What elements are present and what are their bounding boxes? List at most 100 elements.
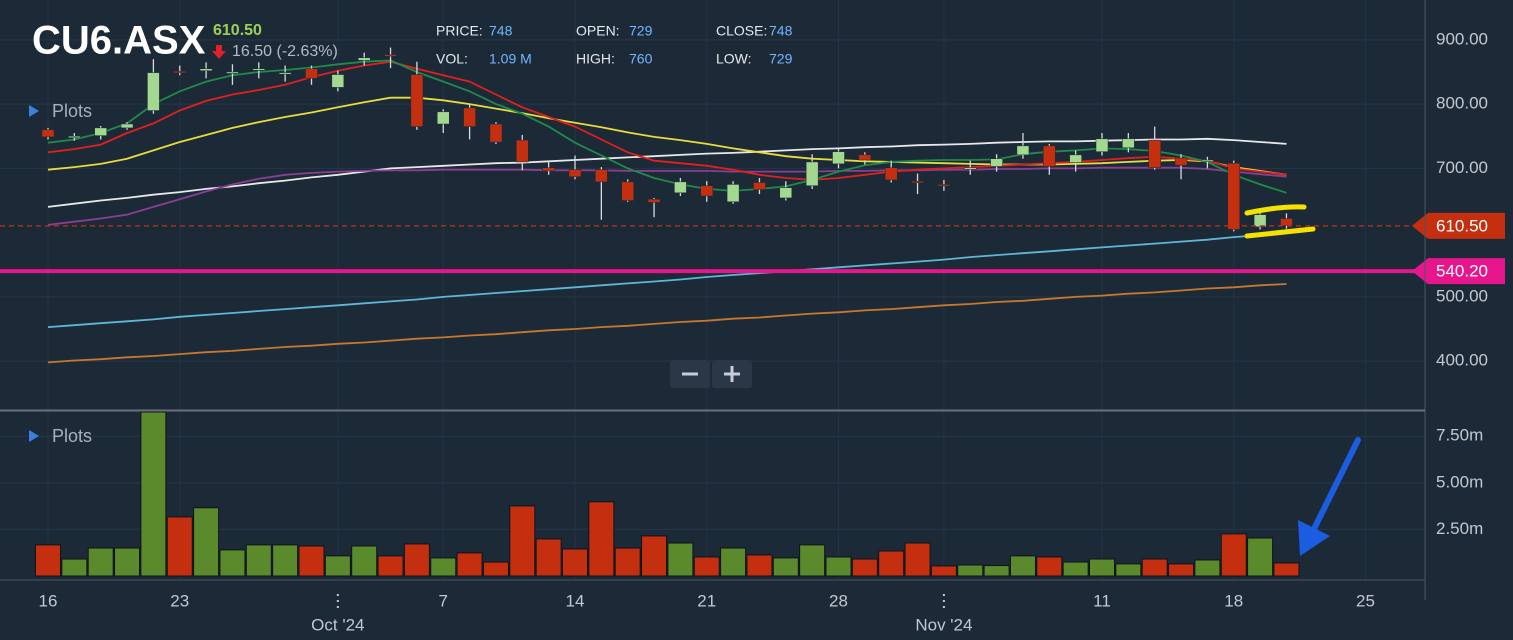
annotation-arrowhead (1298, 520, 1330, 556)
moving-average-line (47, 137, 1287, 208)
y-tick-label: 400.00 (1436, 351, 1488, 370)
x-tick-label: 14 (566, 591, 585, 610)
volume-bar (799, 544, 826, 577)
candle-body (252, 68, 266, 71)
candle-body (173, 71, 186, 74)
volume-bar (825, 556, 852, 577)
x-tick-label: 16 (39, 591, 58, 610)
candle-body (1174, 157, 1188, 166)
volume-bar (772, 557, 799, 577)
volume-bar (1009, 555, 1036, 577)
volume-bar (641, 535, 668, 577)
volume-bar (377, 555, 404, 577)
volume-bar (667, 542, 694, 577)
candle-body (278, 72, 292, 75)
volume-bar (1141, 558, 1168, 577)
x-tick-label: 25 (1356, 591, 1375, 610)
volume-bar (403, 543, 430, 577)
moving-average-line (47, 96, 1287, 176)
zoom-controls (670, 360, 752, 388)
x-tick-label: Oct '24 (311, 615, 364, 634)
volume-bar (1036, 556, 1063, 577)
candle-body (1227, 162, 1240, 230)
y-tick-label: 2.50m (1436, 519, 1483, 538)
y-tick-label: 800.00 (1436, 94, 1488, 113)
price-tag-label: 610.50 (1436, 216, 1488, 235)
plots-toggle[interactable]: Plots (29, 426, 92, 446)
volume-bar (114, 547, 141, 577)
volume-bar (1220, 533, 1247, 577)
candle-body (595, 169, 608, 183)
candle-body (410, 74, 424, 127)
volume-bar (219, 549, 246, 577)
stat-value: 748 (769, 23, 793, 39)
x-tick-label: Nov '24 (915, 615, 972, 634)
candle-body (489, 123, 503, 143)
volume-bar (298, 545, 325, 577)
candle-body (805, 161, 819, 186)
volume-bar (1168, 563, 1195, 577)
volume-bar (957, 564, 984, 577)
y-tick-label: 700.00 (1436, 158, 1488, 177)
candle-body (884, 167, 898, 181)
candle-body (94, 127, 107, 136)
candle-body (516, 139, 529, 163)
toggle-icon (29, 430, 39, 442)
volume-bar (482, 561, 509, 577)
moving-average-line (47, 232, 1287, 328)
volume-bar (588, 501, 615, 577)
volume-bar (61, 558, 88, 577)
x-tick-label: 18 (1224, 591, 1243, 610)
candle-body (1253, 214, 1267, 228)
stat-label: HIGH: (576, 51, 615, 67)
volume-bar (1115, 563, 1142, 577)
volume-bar (1089, 558, 1115, 577)
volume-bar (509, 505, 536, 577)
volume-bar (193, 507, 220, 577)
candle-body (1148, 139, 1161, 168)
candle-body (964, 167, 977, 170)
candle-body (147, 72, 160, 111)
stat-value: 748 (489, 23, 513, 39)
volume-bar (166, 516, 193, 577)
x-tick-label: 23 (170, 591, 189, 610)
candle-body (753, 182, 766, 190)
stat-value: 729 (769, 51, 793, 67)
candle-body (226, 71, 239, 74)
volume-bar (562, 548, 588, 577)
toggle-label: Plots (52, 426, 92, 446)
y-tick-label: 5.00m (1436, 472, 1483, 491)
volume-bar (693, 556, 720, 577)
moving-average-line (47, 59, 1287, 194)
stat-label: CLOSE: (716, 23, 767, 39)
volume-bar (878, 550, 905, 577)
price-plot (41, 47, 1293, 364)
plots-toggle[interactable]: Plots (29, 101, 92, 121)
candle-body (1016, 145, 1030, 156)
candle-body (621, 181, 634, 201)
candle-body (120, 123, 134, 129)
volume-bar (851, 558, 878, 577)
stat-label: OPEN: (576, 23, 620, 39)
last-price: 610.50 (213, 22, 262, 39)
y-tick-label: 7.50m (1436, 426, 1483, 445)
volume-bar (720, 547, 747, 577)
candle-body (331, 74, 345, 88)
candle-body (937, 184, 951, 187)
volume-bar (351, 545, 378, 577)
volume-bar (140, 411, 167, 577)
axes: 400.00 500.00 700.00 800.00 900.00 610.50 540.… (0, 29, 1505, 634)
moving-average-line (47, 166, 1287, 226)
moving-average-line (47, 283, 1287, 364)
volume-plot (35, 411, 1300, 577)
volume-bar (930, 565, 957, 577)
y-tick-label: 900.00 (1436, 29, 1488, 48)
candle-body (674, 181, 687, 194)
candle-body (1122, 138, 1135, 149)
volume-bar (324, 555, 351, 577)
price-tag (1412, 212, 1505, 239)
